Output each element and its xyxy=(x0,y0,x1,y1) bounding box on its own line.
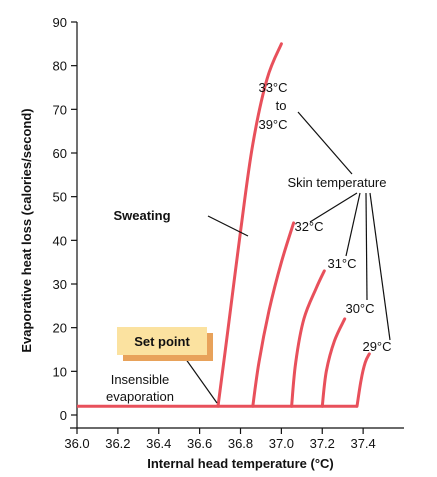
insensible-label-line2: evaporation xyxy=(106,389,174,404)
label-30c: 30°C xyxy=(345,301,374,316)
curve-skin-temp-1 xyxy=(251,221,296,408)
skin-temperature-label: Skin temperature xyxy=(288,175,387,190)
label-31c: 31°C xyxy=(327,256,356,271)
x-tick-label: 36.6 xyxy=(187,436,212,451)
set-point-box-fill xyxy=(117,327,207,355)
set-point-label: Set point xyxy=(134,334,190,349)
y-tick-label: 0 xyxy=(60,408,67,423)
axes: 0 10 20 30 40 50 60 70 80 90 36.0 36.2 36.4 36.6 36.8 3… xyxy=(19,15,404,471)
curve-skin-temp-4 xyxy=(355,352,371,408)
y-tick-label: 80 xyxy=(53,59,67,74)
y-tick-label: 20 xyxy=(53,321,67,336)
sweating-label: Sweating xyxy=(113,208,170,223)
x-tick-label: 36.0 xyxy=(64,436,89,451)
x-tick-label: 37.2 xyxy=(310,436,335,451)
leader-skin-to-32c xyxy=(309,192,358,223)
curve-skin-temp-2 xyxy=(290,269,326,408)
curve-skin-temp-0 xyxy=(216,42,283,408)
label-39c: 39°C xyxy=(258,117,287,132)
label-to: to xyxy=(276,98,287,113)
y-tick-label: 70 xyxy=(53,102,67,117)
y-tick-label: 40 xyxy=(53,233,67,248)
y-tick-label: 50 xyxy=(53,190,67,205)
label-33c: 33°C xyxy=(258,80,287,95)
leader-39c-to-skin xyxy=(297,111,353,175)
labels: 33°C to 39°C Skin temperature 32°C 31°C 30°C 29… xyxy=(106,80,392,404)
leader-skin-to-30c xyxy=(365,192,368,301)
set-point-box: Set point xyxy=(117,327,213,361)
x-tick-label: 36.8 xyxy=(228,436,253,451)
y-tick-label: 60 xyxy=(53,146,67,161)
leader-sweating xyxy=(207,215,249,237)
x-tick-label: 37.4 xyxy=(350,436,375,451)
y-axis-title: Evaporative heat loss (calories/second) xyxy=(19,108,34,352)
x-tick-label: 36.4 xyxy=(146,436,171,451)
leader-skin-to-29c xyxy=(369,192,391,341)
y-tick-label: 90 xyxy=(53,15,67,30)
curves xyxy=(216,42,371,408)
x-axis-title: Internal head temperature (°C) xyxy=(147,456,334,471)
y-tick-label: 10 xyxy=(53,364,67,379)
y-tick-label: 30 xyxy=(53,277,67,292)
insensible-label-line1: Insensible xyxy=(111,372,170,387)
label-32c: 32°C xyxy=(294,219,323,234)
leader-skin-to-31c xyxy=(345,192,361,257)
curve-skin-temp-3 xyxy=(320,317,347,408)
label-29c: 29°C xyxy=(362,339,391,354)
x-tick-label: 36.2 xyxy=(105,436,130,451)
x-tick-label: 37.0 xyxy=(269,436,294,451)
